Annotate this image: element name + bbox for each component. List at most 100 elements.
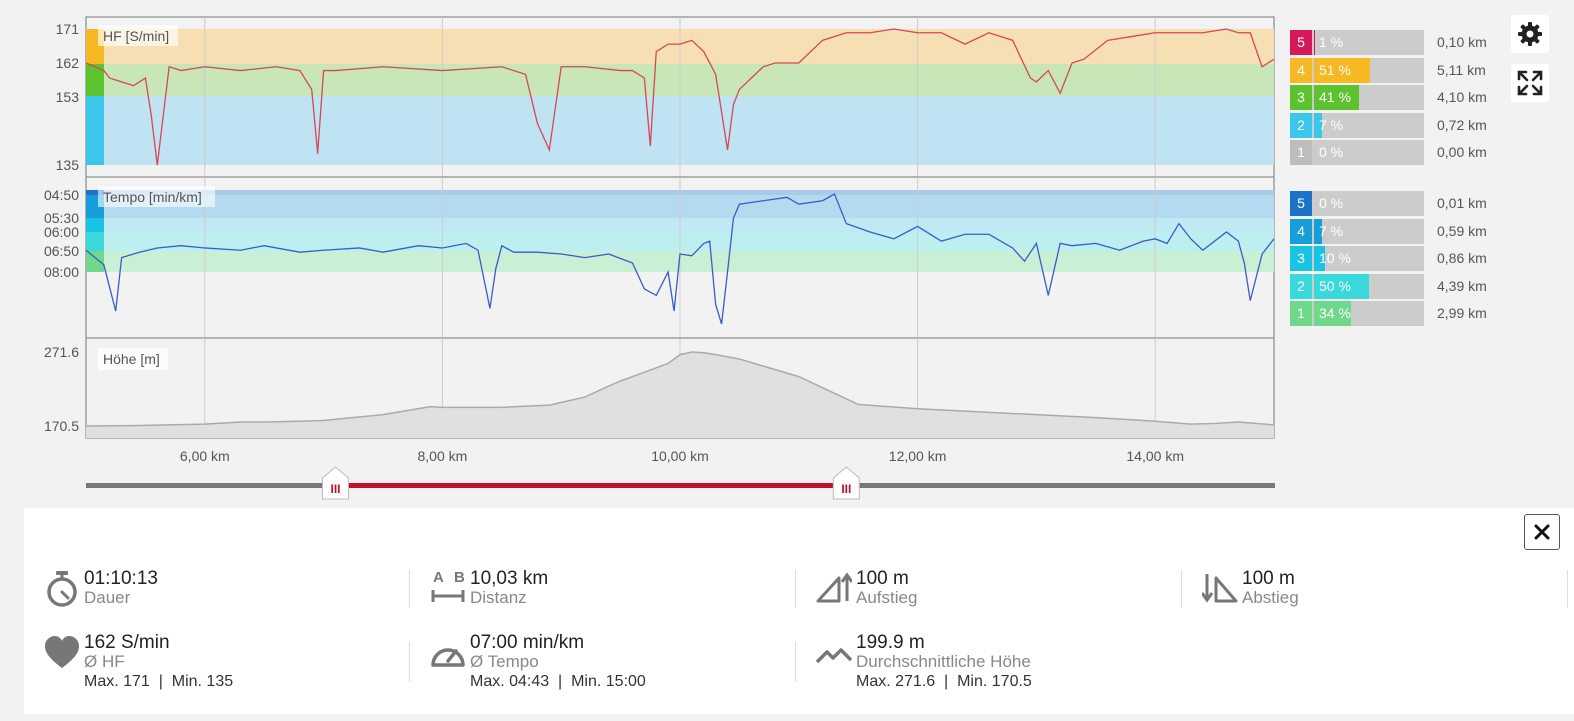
pace-zone5-marker xyxy=(86,190,104,195)
close-button[interactable] xyxy=(1524,514,1560,550)
hr-zone-distance: 4,10 km xyxy=(1437,89,1487,105)
hr-y-tick-label: 153 xyxy=(56,89,80,105)
pace-zone-percent: 10 % xyxy=(1319,250,1351,266)
pace-zone-number: 2 xyxy=(1290,273,1312,299)
hr-y-tick-label: 135 xyxy=(56,157,80,173)
x-tick-label: 14,00 km xyxy=(1126,448,1184,464)
hr-zone-number: 3 xyxy=(1290,85,1312,110)
pace-zone-distance: 0,59 km xyxy=(1437,222,1487,239)
stat-divider xyxy=(1567,570,1568,608)
altitude-value: 199.9 m xyxy=(856,632,925,653)
stopwatch-icon xyxy=(47,571,77,607)
altitude-minmax: Max. 271.6 | Min. 170.5 xyxy=(856,673,1032,690)
duration-label: Dauer xyxy=(84,588,131,607)
pace-zone-bar xyxy=(1314,273,1369,299)
pace-y-tick-label: 05:30 xyxy=(44,210,79,226)
stat-divider xyxy=(409,570,410,608)
pace-zone-3: 3 10 % xyxy=(1290,246,1424,271)
hr-value: 162 S/min xyxy=(84,632,170,653)
x-tick-label: 8,00 km xyxy=(417,448,467,464)
descent-icon xyxy=(1202,574,1238,603)
x-tick-label: 6,00 km xyxy=(180,448,230,464)
elevation-chart: Höhe [m] 271.6 170.5 xyxy=(44,337,1275,439)
hr-zone-bar xyxy=(1314,30,1315,55)
elevation-series-label: Höhe [m] xyxy=(103,351,160,367)
hr-zone2-marker xyxy=(86,96,104,165)
hr-zone-bar xyxy=(1314,57,1370,83)
stat-divider xyxy=(795,570,796,608)
distance-icon-b: B xyxy=(454,569,465,586)
x-tick-label: 10,00 km xyxy=(651,448,709,464)
hr-zone-distance: 5,11 km xyxy=(1437,61,1486,78)
elevation-y-tick-label: 271.6 xyxy=(44,344,79,360)
pace-zone-number: 3 xyxy=(1290,246,1312,271)
range-slider[interactable]: III III xyxy=(86,466,1275,500)
hr-zone-percent: 51 % xyxy=(1319,61,1351,78)
elevation-series-line xyxy=(85,351,1275,427)
pace-zone1-marker xyxy=(86,251,104,272)
hr-zone-number: 4 xyxy=(1290,57,1312,83)
altitude-label: Durchschnittliche Höhe xyxy=(856,652,1031,671)
hr-series-label: HF [S/min] xyxy=(103,28,169,44)
settings-button[interactable] xyxy=(1511,15,1549,53)
hr-zone-1: 1 0 % xyxy=(1290,140,1424,165)
hr-zone-bar xyxy=(1314,85,1359,110)
descent-value: 100 m xyxy=(1242,568,1295,589)
charts-area[interactable]: HF [S/min] 171 162 153 135 Tempo [min/km] 0… xyxy=(0,0,1290,505)
hr-zone3-marker xyxy=(86,64,104,96)
pace-zone2-marker xyxy=(86,232,104,251)
hr-zone-distance: 0,00 km xyxy=(1437,144,1487,160)
distance-icon-a: A xyxy=(433,569,444,586)
hr-zone-percent: 7 % xyxy=(1319,116,1344,133)
hr-zone-2: 2 7 % xyxy=(1290,112,1424,138)
ascent-icon xyxy=(816,572,852,603)
pace-zone3-marker xyxy=(86,218,104,232)
descent-label: Abstieg xyxy=(1242,588,1299,607)
pace-value: 07:00 min/km xyxy=(470,632,585,653)
hr-zone-number: 2 xyxy=(1290,112,1312,138)
hr-zone-percent: 0 % xyxy=(1319,144,1344,160)
hr-zone-5: 5 1 % xyxy=(1290,30,1424,55)
pace-y-tick-label: 06:00 xyxy=(44,224,79,240)
pace-zone-1: 1 34 % xyxy=(1290,301,1424,326)
slider-handle-end[interactable]: III xyxy=(832,466,860,500)
hr-zone-bar xyxy=(1314,112,1322,138)
pace-y-tick-label: 04:50 xyxy=(44,187,79,203)
gear-icon xyxy=(1518,22,1542,46)
pace-zone-number: 5 xyxy=(1290,191,1312,216)
hr-y-tick-label: 171 xyxy=(56,21,80,37)
mountain-icon xyxy=(816,648,852,664)
ascent-value: 100 m xyxy=(856,568,909,589)
hr-zone-3: 3 41 % xyxy=(1290,85,1424,110)
hr-chart: HF [S/min] 171 162 153 135 xyxy=(56,16,1275,178)
pace-label-bg xyxy=(98,186,215,207)
close-icon xyxy=(1534,524,1550,540)
hr-zone-percent: 41 % xyxy=(1319,89,1351,105)
stat-divider xyxy=(1181,570,1182,608)
heart-icon xyxy=(45,636,79,668)
pace-zone-distance: 0,86 km xyxy=(1437,250,1487,266)
slider-handle-start[interactable]: III xyxy=(321,466,349,500)
hr-label-bg xyxy=(98,25,178,46)
elevation-yaxis: 271.6 170.5 xyxy=(44,344,79,434)
hr-label: Ø HF xyxy=(84,652,125,671)
hr-zone-distance: 0,72 km xyxy=(1437,116,1487,133)
pace-zone-distance: 4,39 km xyxy=(1437,277,1487,294)
pace-zone-percent: 0 % xyxy=(1319,195,1344,211)
pace-zone-bar xyxy=(1314,246,1325,271)
hr-zone-number: 5 xyxy=(1290,30,1312,55)
pace-zone-5: 5 0 % xyxy=(1290,191,1424,216)
stat-divider xyxy=(795,642,796,682)
pace-zone-distance: 0,01 km xyxy=(1437,195,1487,211)
hr-yaxis: 171 162 153 135 xyxy=(56,21,80,173)
x-tick-label: 12,00 km xyxy=(889,448,947,464)
fullscreen-button[interactable] xyxy=(1511,64,1549,102)
pace-y-tick-label: 06:50 xyxy=(44,243,79,259)
distance-value: 10,03 km xyxy=(470,568,549,589)
pace-zone-distance: 2,99 km xyxy=(1437,305,1487,321)
expand-icon xyxy=(1517,70,1543,96)
hr-zone-distance: 0,10 km xyxy=(1437,34,1487,50)
pace-zone-number: 4 xyxy=(1290,218,1312,244)
